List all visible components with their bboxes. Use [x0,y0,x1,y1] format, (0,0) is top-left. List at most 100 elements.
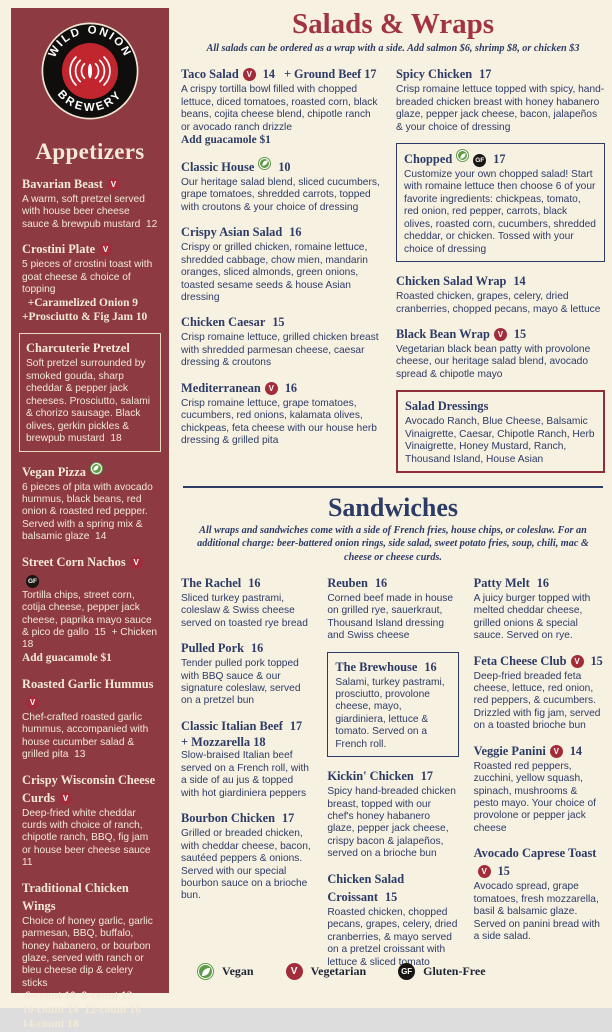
menu-item-bavarian-beast: Bavarian Beast V A warm, soft pretzel ser… [22,175,158,231]
item-description: Corned beef made in house on grilled rye… [327,592,456,642]
vegetarian-icon: V [477,865,491,879]
sandwiches-column-3: Patty Melt 16 A juicy burger topped with … [474,574,605,978]
item-name: Bourbon Chicken [181,811,275,826]
item-price: 14 + Ground Beef 17 [262,67,377,82]
vegetarian-icon: V [570,654,584,668]
item-description: A juicy burger topped with melted chedda… [473,592,594,642]
item-name: Reuben [327,575,368,590]
item-name: Chicken Salad Croissant [327,871,405,904]
vegan-icon [89,461,103,475]
item-description: 6 pieces of pita with avocado hummus, bl… [22,481,156,543]
menu-item-chopped: Chopped GF 17 Customize your own chopped s… [396,143,605,263]
gluten-free-icon: GF [473,154,487,167]
item-name: Salad Dressings [405,399,489,414]
salads-column-2: Spicy Chicken 17 Crisp romaine lettuce to… [396,65,605,483]
menu-item-crispy-asian-salad: Crispy Asian Salad 16 Crispy or grilled c… [181,223,381,304]
item-price: 15 [590,653,603,668]
menu-item-taco-salad: Taco Salad V 14 + Ground Beef 17 A crispy … [181,65,381,148]
salad-dressings-box: Salad Dressings Avocado Ranch, Blue Chee… [396,390,605,473]
item-name: Kickin' Chicken [327,769,414,784]
item-price: 17 [479,67,492,82]
vegetarian-icon: V [106,178,120,191]
item-name: Patty Melt [473,575,530,590]
item-addon-price: +Caramelized Onion 9 [22,296,138,309]
vegetarian-icon: V [285,963,303,980]
item-description: Roasted chicken, chopped pecans, grapes,… [327,906,461,968]
item-description: Avocado spread, grape tomatoes, fresh mo… [473,881,603,943]
onion-wave-icon [69,56,111,86]
item-price: 16 [374,575,388,590]
vegetarian-icon: V [129,555,143,569]
item-price: 16 [424,659,437,674]
item-description: Avocado Ranch, Blue Cheese, Balsamic Vin… [405,416,598,465]
menu-item-avocado-caprese-toast: Avocado Caprese Toast V 15 Avocado spread,… [474,844,605,943]
item-price: 16 [251,641,264,656]
appetizers-sidebar: WILD ONION BREWERY Appetizers Bavarian B… [11,8,169,1030]
salads-wraps-title: Salads & Wraps [292,8,494,40]
vegetarian-icon: V [242,68,256,82]
main-menu-panel: Salads & Wraps All salads can be ordered… [181,6,605,978]
legend-label: Vegetarian [310,964,367,978]
item-description: Salami, turkey pastrami, prosciutto, pro… [335,676,448,750]
menu-item-chicken-salad-wrap: Chicken Salad Wrap 14 Roasted chicken, gr… [396,272,605,316]
item-price: 14 [513,274,526,289]
item-description: Our heritage salad blend, sliced cucumbe… [181,176,383,213]
item-description: Grilled or breaded chicken, with cheddar… [181,828,314,902]
item-count-prices: 14-count 18 [22,1018,79,1031]
item-name: Vegan Pizza [22,464,86,479]
legend-vegan: Vegan [197,963,254,980]
item-price: 15 [385,889,398,904]
item-price: 16 [284,380,298,395]
item-description: Soft pretzel surrounded by smoked gouda,… [26,358,153,445]
legend-gluten-free: GF Gluten-Free [398,963,486,980]
item-name: Feta Cheese Club [473,653,567,668]
item-name: Mediterranean [181,380,261,395]
item-description: 5 pieces of crostini toast with goat che… [22,259,156,296]
item-description: Spicy hand-breaded chicken breast, toppe… [327,786,459,860]
menu-item-kickin-chicken: Kickin' Chicken 17 Spicy hand-breaded chi… [327,767,458,861]
item-price: 17 [493,152,506,166]
item-name: Pulled Pork [181,641,244,656]
item-description: Crisp romaine lettuce, grape tomatoes, c… [181,397,380,447]
salads-column-1: Taco Salad V 14 + Ground Beef 17 A crispy … [181,65,381,483]
gluten-free-icon: GF [26,574,39,588]
item-name: Veggie Panini [473,743,546,758]
item-description: Chef-crafted roasted garlic hummus, acco… [22,711,152,761]
item-description: A crispy tortilla bowl filled with chopp… [181,84,381,133]
item-description: Crisp romaine lettuce topped with spicy,… [396,84,605,133]
salads-columns: Taco Salad V 14 + Ground Beef 17 A crispy … [181,65,605,483]
vegetarian-icon: V [493,327,507,341]
legend-vegetarian: V Vegetarian [285,963,367,980]
vegan-icon [258,156,272,170]
menu-item-feta-cheese-club: Feta Cheese Club V 15 Deep-fried breaded f… [474,652,605,733]
menu-item-traditional-chicken-wings: Traditional Chicken Wings Choice of hone… [22,879,158,1032]
item-addon-price: Add guacamole $1 [22,651,112,664]
vegetarian-icon: V [549,744,563,758]
item-name: The Rachel [181,575,242,590]
item-price: 14 [569,743,583,758]
menu-item-patty-melt: Patty Melt 16 A juicy burger topped with … [474,574,605,643]
menu-item-crostini-plate: Crostini Plate V 5 pieces of crostini toa… [22,240,158,324]
appetizers-title: Appetizers [35,139,145,164]
menu-item-vegan-pizza: Vegan Pizza 6 pieces of pita with avocad… [22,461,158,544]
menu-item-mediterranean: Mediterranean V 16 Crisp romaine lettuce, … [181,379,381,448]
item-description: Deep-fried white cheddar curds with choi… [22,807,157,869]
item-name: Traditional Chicken Wings [22,880,129,913]
item-price: 17 [282,811,295,826]
sandwiches-column-1: The Rachel 16 Sliced turkey pastrami, col… [181,574,312,978]
item-price: 15 [272,315,285,330]
vegetarian-icon: V [59,791,73,805]
item-addon-price: Add guacamole $1 [181,134,271,146]
item-name: Taco Salad [181,67,239,82]
vegetarian-icon: V [264,381,278,395]
item-description: Vegetarian black bean patty with provolo… [396,343,594,380]
item-name: Classic Italian Beef [181,718,283,733]
gluten-free-icon: GF [398,963,416,980]
item-description: Crispy or grilled chicken, romaine lettu… [181,242,371,303]
legend-label: Gluten-Free [423,964,486,978]
item-name: Chicken Caesar [181,315,266,330]
menu-item-chicken-salad-croissant: Chicken Salad Croissant 15 Roasted chicke… [327,870,458,969]
menu-item-street-corn-nachos: Street Corn Nachos V GF Tortilla chips, st… [22,553,158,666]
item-name: Chicken Salad Wrap [396,274,507,289]
